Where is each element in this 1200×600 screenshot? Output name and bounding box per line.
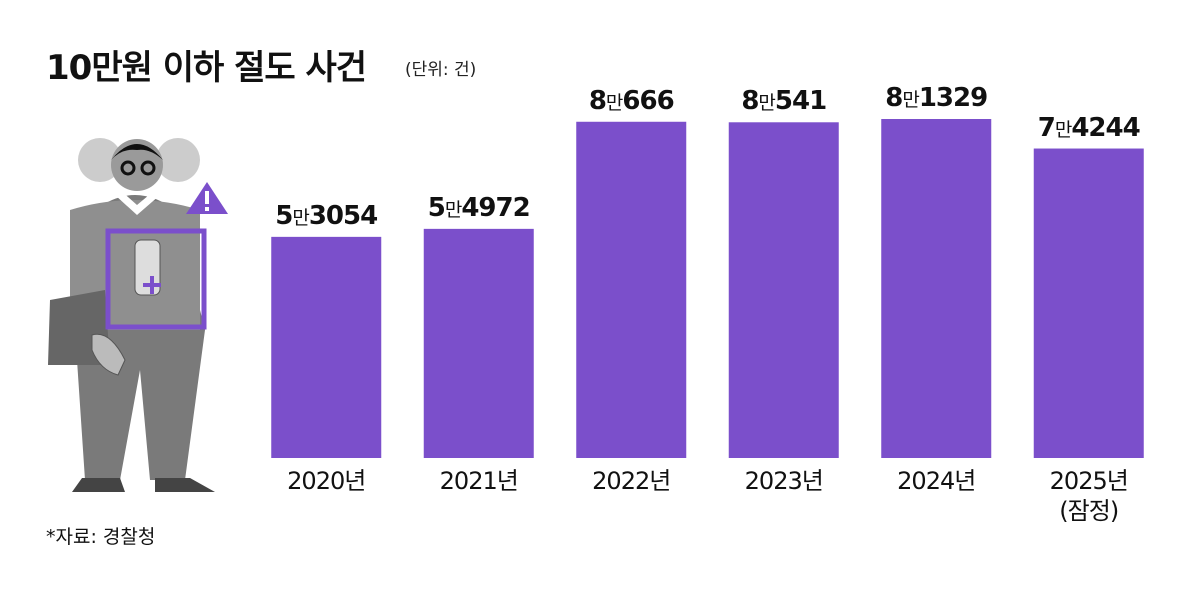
chart-title: 10만원 이하 절도 사건 [46,48,367,88]
bar [576,121,687,458]
x-tick-label: 2020년 [287,467,366,495]
x-tick-label: 2023년 [744,467,824,495]
x-tick-label: 2024년 [897,467,976,495]
chart-subtitle: (단위: 건) [405,60,477,80]
x-tick-label: 2021년 [439,467,519,495]
value-label: 8만1329 [885,83,988,113]
bar [728,122,839,459]
unit-text: 만 [758,92,776,115]
x-tick-label: 2022년 [592,467,671,495]
bar [423,228,534,458]
bar [271,236,382,458]
unit-text: 만 [444,198,463,221]
unit-text: 만 [1054,118,1073,141]
source-note: *자료: 경찰청 [46,526,156,548]
bar [881,119,992,458]
unit-text: 만 [292,206,310,229]
value-label: 8만541 [741,86,827,117]
value-label: 8만666 [588,85,675,116]
unit-text: 만 [902,89,920,111]
bar [1033,148,1144,458]
value-label: 5만4972 [427,192,531,223]
value-label: 7만4244 [1037,112,1141,143]
unit-text: 만 [605,91,624,114]
x-tick-label: 2025년 (잠정) [1049,467,1129,525]
illustration [48,138,228,492]
value-label: 5만3054 [275,200,378,231]
